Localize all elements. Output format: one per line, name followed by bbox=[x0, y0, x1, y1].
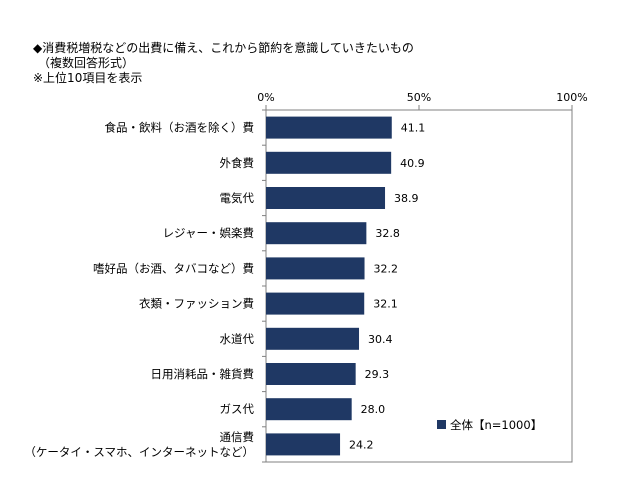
category-label: 通信費 bbox=[220, 430, 255, 444]
data-label: 32.2 bbox=[374, 262, 399, 275]
data-label: 32.1 bbox=[373, 298, 398, 311]
bar bbox=[266, 116, 392, 139]
category-label: 電気代 bbox=[220, 191, 255, 205]
bar bbox=[266, 327, 360, 350]
category-label: 日用消耗品・雑貨費 bbox=[151, 367, 255, 381]
bar bbox=[266, 363, 356, 385]
axis-layer: 0% 50% 100% bbox=[257, 91, 588, 463]
chart-title: ◆消費税増税などの出費に備え、これから節約を意識していきたいもの bbox=[33, 41, 414, 55]
legend-label: 全体【n=1000】 bbox=[450, 418, 542, 432]
legend-swatch bbox=[437, 420, 446, 429]
chart-subtitle: （複数回答形式） bbox=[38, 56, 135, 70]
data-label: 28.0 bbox=[361, 403, 386, 416]
bars-layer bbox=[266, 116, 392, 456]
category-label: 外食費 bbox=[220, 156, 255, 170]
bar bbox=[266, 398, 352, 421]
x-tick-label: 50% bbox=[407, 91, 431, 104]
bar bbox=[266, 433, 341, 456]
category-label: 水道代 bbox=[220, 332, 255, 346]
data-label: 24.2 bbox=[349, 438, 374, 451]
x-tick-label: 0% bbox=[257, 91, 274, 104]
category-label: 嗜好品（お酒、タバコなど）費 bbox=[93, 261, 254, 275]
category-label: （ケータイ・スマホ、インターネットなど） bbox=[24, 445, 254, 459]
legend: 全体【n=1000】 bbox=[437, 418, 542, 432]
bar bbox=[266, 151, 392, 174]
data-label: 41.1 bbox=[401, 122, 426, 135]
data-label: 40.9 bbox=[400, 157, 425, 170]
data-label: 29.3 bbox=[365, 368, 390, 381]
bar bbox=[266, 222, 367, 245]
data-label: 38.9 bbox=[394, 192, 419, 205]
data-label: 30.4 bbox=[368, 333, 393, 346]
category-label: レジャー・娯楽費 bbox=[163, 226, 254, 240]
labels-layer: 41.1 食品・飲料（お酒を除く）費 40.9 外食費 38.9 電気代 32.8 レジャー・… bbox=[24, 121, 425, 459]
category-label: 衣類・ファッション費 bbox=[139, 297, 254, 311]
bar bbox=[266, 257, 365, 280]
data-label: 32.8 bbox=[375, 227, 400, 240]
bar bbox=[266, 292, 365, 315]
category-label: 食品・飲料（お酒を除く）費 bbox=[105, 121, 255, 135]
bar bbox=[266, 187, 386, 209]
chart-note: ※上位10項目を表示 bbox=[33, 71, 143, 85]
category-label: ガス代 bbox=[220, 402, 255, 416]
x-tick-label: 100% bbox=[556, 91, 587, 104]
